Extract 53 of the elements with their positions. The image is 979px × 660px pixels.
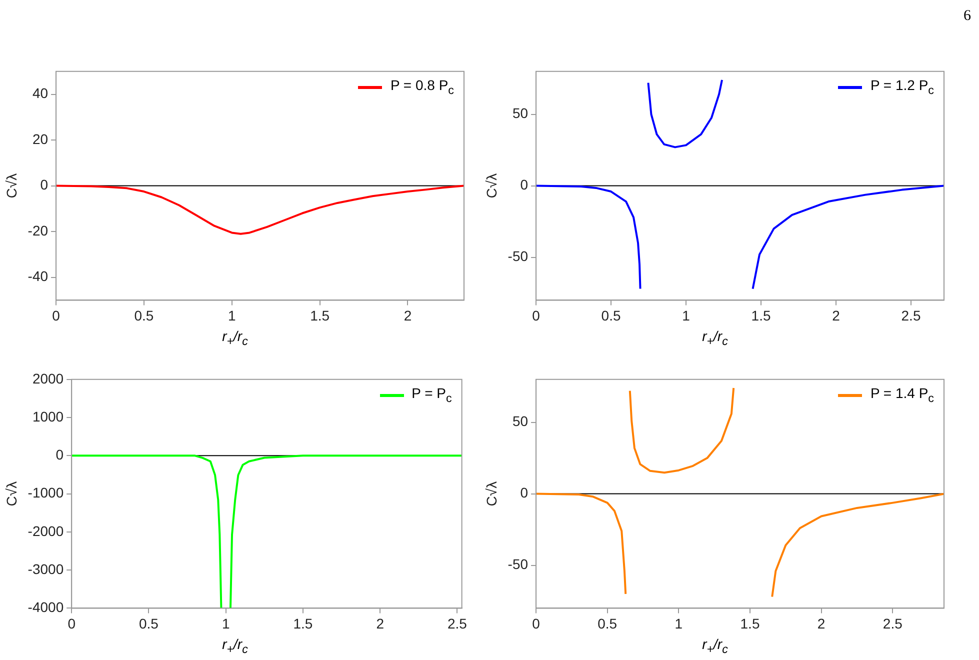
x-tick-label: 0 — [68, 615, 76, 632]
x-tick-label: 2 — [404, 307, 412, 324]
x-tick-label: 0 — [532, 615, 540, 632]
x-tick-label: 2 — [376, 615, 384, 632]
x-axis-title: r$_{+}$/r$_{c}$ — [701, 636, 729, 656]
y-axis-title: C√λ — [483, 173, 500, 198]
y-tick-label: -50 — [508, 556, 528, 572]
y-axis-title: C√λ — [3, 481, 20, 506]
x-tick-label: 2 — [832, 307, 840, 324]
y-tick-label: 50 — [512, 105, 528, 122]
x-tick-label: 1 — [222, 615, 230, 632]
x-tick-label: 1 — [682, 307, 690, 324]
x-axis-title: r$_{+}$/r$_{c}$ — [701, 328, 729, 348]
legend-label: P = 0.8 P$_{c}$ — [390, 77, 454, 98]
y-tick-label: -3000 — [28, 560, 64, 577]
y-tick-label: -2000 — [28, 522, 64, 539]
y-tick-label: 20 — [32, 130, 48, 147]
x-tick-label: 0 — [532, 307, 540, 324]
y-axis-title: C√λ — [3, 173, 20, 198]
x-tick-label: 0.5 — [598, 615, 618, 632]
legend-label: P = P$_{c}$ — [412, 385, 452, 406]
y-tick-label: 2000 — [32, 370, 64, 386]
x-tick-label: 1.5 — [293, 615, 313, 632]
x-tick-label: 0.5 — [138, 615, 159, 632]
y-tick-label: 0 — [520, 484, 528, 501]
x-tick-label: 0.5 — [134, 307, 154, 324]
legend-label: P = 1.4 P$_{c}$ — [870, 385, 934, 406]
x-tick-label: 0.5 — [601, 307, 621, 324]
x-tick-label: 2 — [817, 615, 826, 632]
x-tick-label: 1 — [228, 307, 236, 324]
x-tick-label: 1 — [674, 615, 683, 632]
y-tick-label: -40 — [28, 268, 48, 284]
y-tick-label: 0 — [40, 176, 48, 193]
y-axis-title: C√λ — [483, 481, 500, 506]
y-tick-label: 40 — [32, 85, 48, 102]
x-tick-label: 2.5 — [882, 615, 903, 632]
y-tick-label: 50 — [512, 413, 528, 430]
x-axis-title: r$_{+}$/r$_{c}$ — [221, 328, 249, 348]
x-tick-label: 1.5 — [310, 307, 330, 324]
y-tick-label: -4000 — [28, 599, 64, 616]
x-tick-label: 1.5 — [740, 615, 760, 632]
y-tick-label: 1000 — [32, 408, 64, 424]
x-tick-label: 2.5 — [447, 615, 468, 632]
text: 6 — [964, 8, 971, 25]
legend-label: P = 1.2 P$_{c}$ — [870, 77, 934, 98]
y-tick-label: -50 — [508, 248, 528, 264]
y-tick-label: 0 — [56, 446, 64, 463]
x-axis-title: r$_{+}$/r$_{c}$ — [221, 636, 249, 656]
x-tick-label: 2.5 — [901, 307, 921, 324]
y-tick-label: -20 — [28, 222, 48, 238]
y-tick-label: -1000 — [28, 484, 64, 501]
y-tick-label: 0 — [520, 176, 528, 193]
x-tick-label: 1.5 — [751, 307, 771, 324]
